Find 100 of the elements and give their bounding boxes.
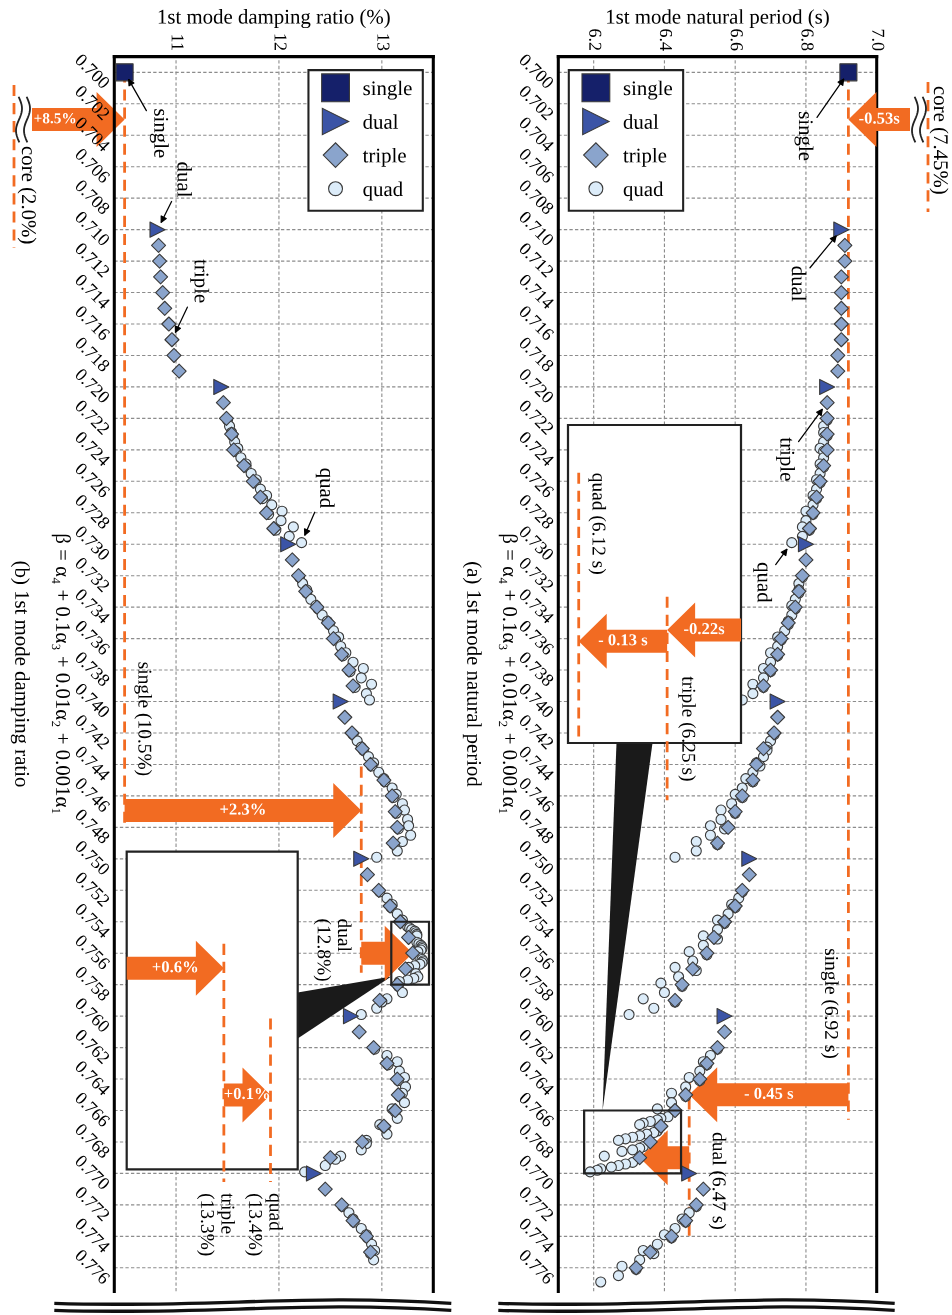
point <box>401 929 417 946</box>
x-tick-label: 6.2 <box>589 29 602 51</box>
annotation: -0.22s <box>684 623 725 635</box>
annotation: dual <box>791 266 807 302</box>
point <box>353 850 370 867</box>
point <box>376 1118 392 1134</box>
point <box>359 866 376 883</box>
point <box>371 882 387 898</box>
point <box>284 552 300 568</box>
point <box>354 1134 370 1150</box>
point <box>150 237 167 253</box>
point <box>389 819 405 835</box>
point <box>362 756 379 773</box>
point <box>252 489 268 505</box>
point <box>770 709 786 725</box>
text: core (2.0%) <box>17 146 37 244</box>
point <box>245 473 261 489</box>
point <box>819 410 835 426</box>
point <box>801 520 818 537</box>
point <box>236 458 252 474</box>
annotation: triple <box>776 437 795 481</box>
point <box>808 489 825 505</box>
point <box>305 1165 322 1182</box>
point <box>166 347 182 364</box>
text: +8.5% <box>34 113 76 124</box>
point <box>819 378 836 395</box>
point <box>762 662 779 678</box>
point <box>819 395 835 411</box>
point <box>218 410 235 426</box>
point <box>734 882 750 898</box>
annotation: +0.6% <box>152 961 198 973</box>
point <box>332 693 349 710</box>
point <box>837 237 853 253</box>
point <box>797 536 815 553</box>
point <box>745 772 761 788</box>
annotation: - 0.45 s <box>744 1087 794 1100</box>
point <box>280 536 297 553</box>
point <box>830 347 846 364</box>
point <box>830 363 846 379</box>
point <box>833 300 849 316</box>
point <box>157 300 173 316</box>
x-tick-label: 6.6 <box>730 29 743 51</box>
legend-label: single <box>623 80 673 100</box>
point <box>152 253 168 269</box>
x-axis-title: 1st mode damping ratio (%) <box>158 9 390 29</box>
point <box>351 1024 367 1040</box>
legend-label: quad <box>623 181 664 201</box>
annotation: -0.53s <box>859 112 900 124</box>
point <box>727 898 743 914</box>
point <box>706 929 722 946</box>
annotation: quad (6.12 s) <box>588 473 607 574</box>
point <box>819 426 835 442</box>
annotation: +2.3% <box>220 803 265 815</box>
x-tick-label: 13 <box>377 34 390 51</box>
point <box>334 646 350 662</box>
point <box>833 316 849 332</box>
text: (a) 1st mode natural period <box>462 562 482 787</box>
point <box>325 631 342 647</box>
ref-line-label: dual (6.47 s) <box>708 1132 727 1229</box>
point <box>642 1134 658 1150</box>
annotation: dual <box>177 162 192 198</box>
point <box>720 819 736 835</box>
ref-line-label: single (6.92 s) <box>820 948 839 1058</box>
point <box>213 378 230 395</box>
legend-label: dual <box>623 114 659 129</box>
point <box>833 269 849 285</box>
point <box>798 552 814 568</box>
point <box>379 1055 395 1071</box>
y-axis-title: β = α₄ + 0.1α₃ + 0.01α₂ + 0.001α₁ <box>51 534 71 814</box>
point <box>766 725 782 741</box>
text: (b) 1st mode damping ratio <box>10 561 30 787</box>
point <box>748 756 764 773</box>
x-tick-label: 6.8 <box>801 29 814 51</box>
point <box>397 961 414 977</box>
point <box>653 1118 669 1134</box>
text: triple <box>362 147 406 167</box>
annotation: triple (13.3%) <box>197 1193 235 1256</box>
point <box>362 1244 379 1260</box>
point <box>833 284 849 301</box>
point <box>171 363 187 379</box>
point <box>226 442 242 458</box>
x-tick-label: 7.0 <box>872 29 885 51</box>
point <box>699 1055 715 1071</box>
x-tick-label: 6.4 <box>659 29 673 51</box>
point <box>685 961 701 977</box>
annotation: quad (13.4%) <box>245 1193 283 1256</box>
point <box>317 1181 333 1197</box>
annotation: single <box>149 109 169 158</box>
point <box>161 316 177 332</box>
point <box>341 662 357 678</box>
point <box>266 520 282 537</box>
point <box>839 63 858 82</box>
point <box>716 1008 733 1025</box>
point <box>819 442 835 458</box>
point <box>755 741 772 757</box>
x-tick-label: 11 <box>171 35 184 50</box>
text: dual <box>363 114 399 129</box>
ref-line-label: single (10.5%) <box>134 662 152 776</box>
text: single <box>363 80 412 100</box>
x-tick-label: 12 <box>274 34 287 51</box>
